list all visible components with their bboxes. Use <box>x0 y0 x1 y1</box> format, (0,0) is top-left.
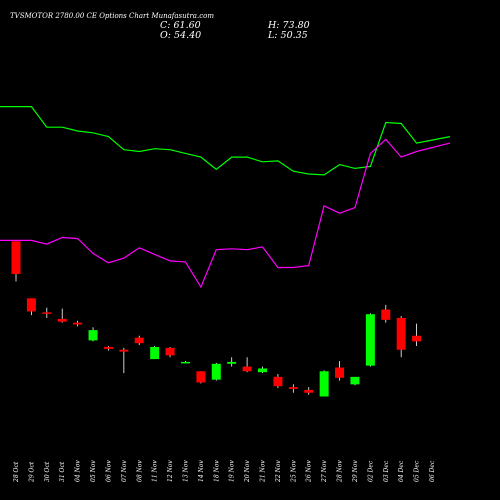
candle-body-down <box>335 367 345 378</box>
candle-body-down <box>119 349 129 352</box>
candle-1 <box>26 298 36 316</box>
candle-7 <box>119 347 129 374</box>
candle-body-down <box>73 322 83 325</box>
x-tick-label: 29 Nov <box>352 460 359 483</box>
candle-body-up <box>150 346 160 360</box>
x-tick-label: 06 Nov <box>105 460 112 482</box>
x-axis-labels: 28 Oct 29 Oct 30 Oct 31 Oct 04 Nov 05 Nov 06 N… <box>13 460 436 483</box>
candle-6 <box>103 346 113 351</box>
candle-13 <box>211 362 221 381</box>
x-tick-label: 14 Nov <box>198 460 205 482</box>
candle-body-down <box>396 317 406 350</box>
candle-12 <box>196 371 206 384</box>
x-tick-label: 27 Nov <box>321 460 328 483</box>
x-tick-label: 25 Nov <box>290 460 297 483</box>
x-tick-label: 29 Oct <box>28 461 35 483</box>
candle-body-down <box>242 366 252 372</box>
candle-8 <box>134 335 144 346</box>
x-tick-label: 28 Nov <box>337 460 344 483</box>
candle-19 <box>304 387 314 395</box>
close-value: C: 61.60 <box>160 20 201 31</box>
ma-line-0 <box>0 106 451 176</box>
candle-20 <box>319 370 329 397</box>
candle-21 <box>335 360 345 381</box>
candle-body-up <box>227 361 237 364</box>
candle-17 <box>273 374 283 389</box>
candle-body-down <box>134 337 144 344</box>
x-tick-label: 02 Dec <box>367 460 374 482</box>
x-tick-label: 05 Nov <box>90 460 97 482</box>
x-tick-label: 04 Nov <box>75 460 82 482</box>
x-tick-label: 20 Nov <box>244 460 251 483</box>
candle-body-up <box>258 368 268 373</box>
candle-4 <box>73 320 83 327</box>
x-tick-label: 11 Nov <box>152 460 159 482</box>
x-tick-label: 28 Oct <box>13 461 20 483</box>
open-value: O: 54.40 <box>160 30 202 41</box>
candle-body-up <box>88 330 98 341</box>
x-tick-label: 05 Dec <box>414 460 421 482</box>
candle-11 <box>180 360 190 364</box>
candle-18 <box>288 384 298 393</box>
x-tick-label: 31 Oct <box>59 461 66 482</box>
candle-body-up <box>319 371 329 397</box>
x-tick-label: 04 Dec <box>398 460 405 482</box>
ma-line-1 <box>0 138 451 289</box>
candle-24 <box>381 304 391 323</box>
candle-26 <box>412 323 422 347</box>
candle-body-down <box>304 389 314 393</box>
x-tick-label: 30 Oct <box>44 461 51 482</box>
candle-25 <box>396 316 406 358</box>
candle-body-down <box>273 376 283 387</box>
candle-9 <box>150 346 160 360</box>
candle-10 <box>165 346 175 358</box>
candle-body-down <box>381 309 391 320</box>
candle-15 <box>242 357 252 373</box>
candle-body-down <box>165 347 175 356</box>
x-tick-label: 08 Nov <box>136 460 143 482</box>
x-tick-label: 19 Nov <box>229 460 236 482</box>
candle-3 <box>57 308 67 323</box>
candle-body-down <box>196 371 206 383</box>
x-tick-label: 26 Nov <box>306 460 313 483</box>
candles <box>11 241 422 397</box>
candle-14 <box>227 357 237 367</box>
candle-body-down <box>57 318 67 322</box>
candle-body-up <box>211 363 221 380</box>
x-tick-label: 06 Dec <box>429 460 436 482</box>
candle-16 <box>258 366 268 374</box>
chart-title: TVSMOTOR 2780.00 CE Options Chart Munafa… <box>10 12 214 20</box>
x-tick-label: 21 Nov <box>260 460 267 483</box>
x-tick-label: 18 Nov <box>213 460 220 482</box>
x-tick-label: 03 Dec <box>383 460 390 482</box>
candle-23 <box>365 313 375 367</box>
candle-body-up <box>350 376 360 385</box>
candle-body-down <box>103 346 113 349</box>
candle-body-down <box>42 312 52 314</box>
low-value: L: 50.35 <box>268 30 308 41</box>
candle-body-down <box>288 387 298 390</box>
candle-0 <box>11 241 21 282</box>
candle-5 <box>88 327 98 342</box>
candle-2 <box>42 307 52 318</box>
x-tick-label: 12 Nov <box>167 460 174 482</box>
candle-body-down <box>26 298 36 312</box>
x-tick-label: 22 Nov <box>275 460 282 483</box>
candle-body-down <box>11 241 21 275</box>
x-tick-label: 07 Nov <box>121 460 128 482</box>
candle-body-up <box>180 361 190 364</box>
candle-22 <box>350 376 360 386</box>
moving-average-lines <box>0 106 451 289</box>
candle-body-down <box>412 335 422 342</box>
x-tick-label: 13 Nov <box>183 460 190 482</box>
high-value: H: 73.80 <box>268 20 310 31</box>
candle-body-up <box>365 314 375 366</box>
